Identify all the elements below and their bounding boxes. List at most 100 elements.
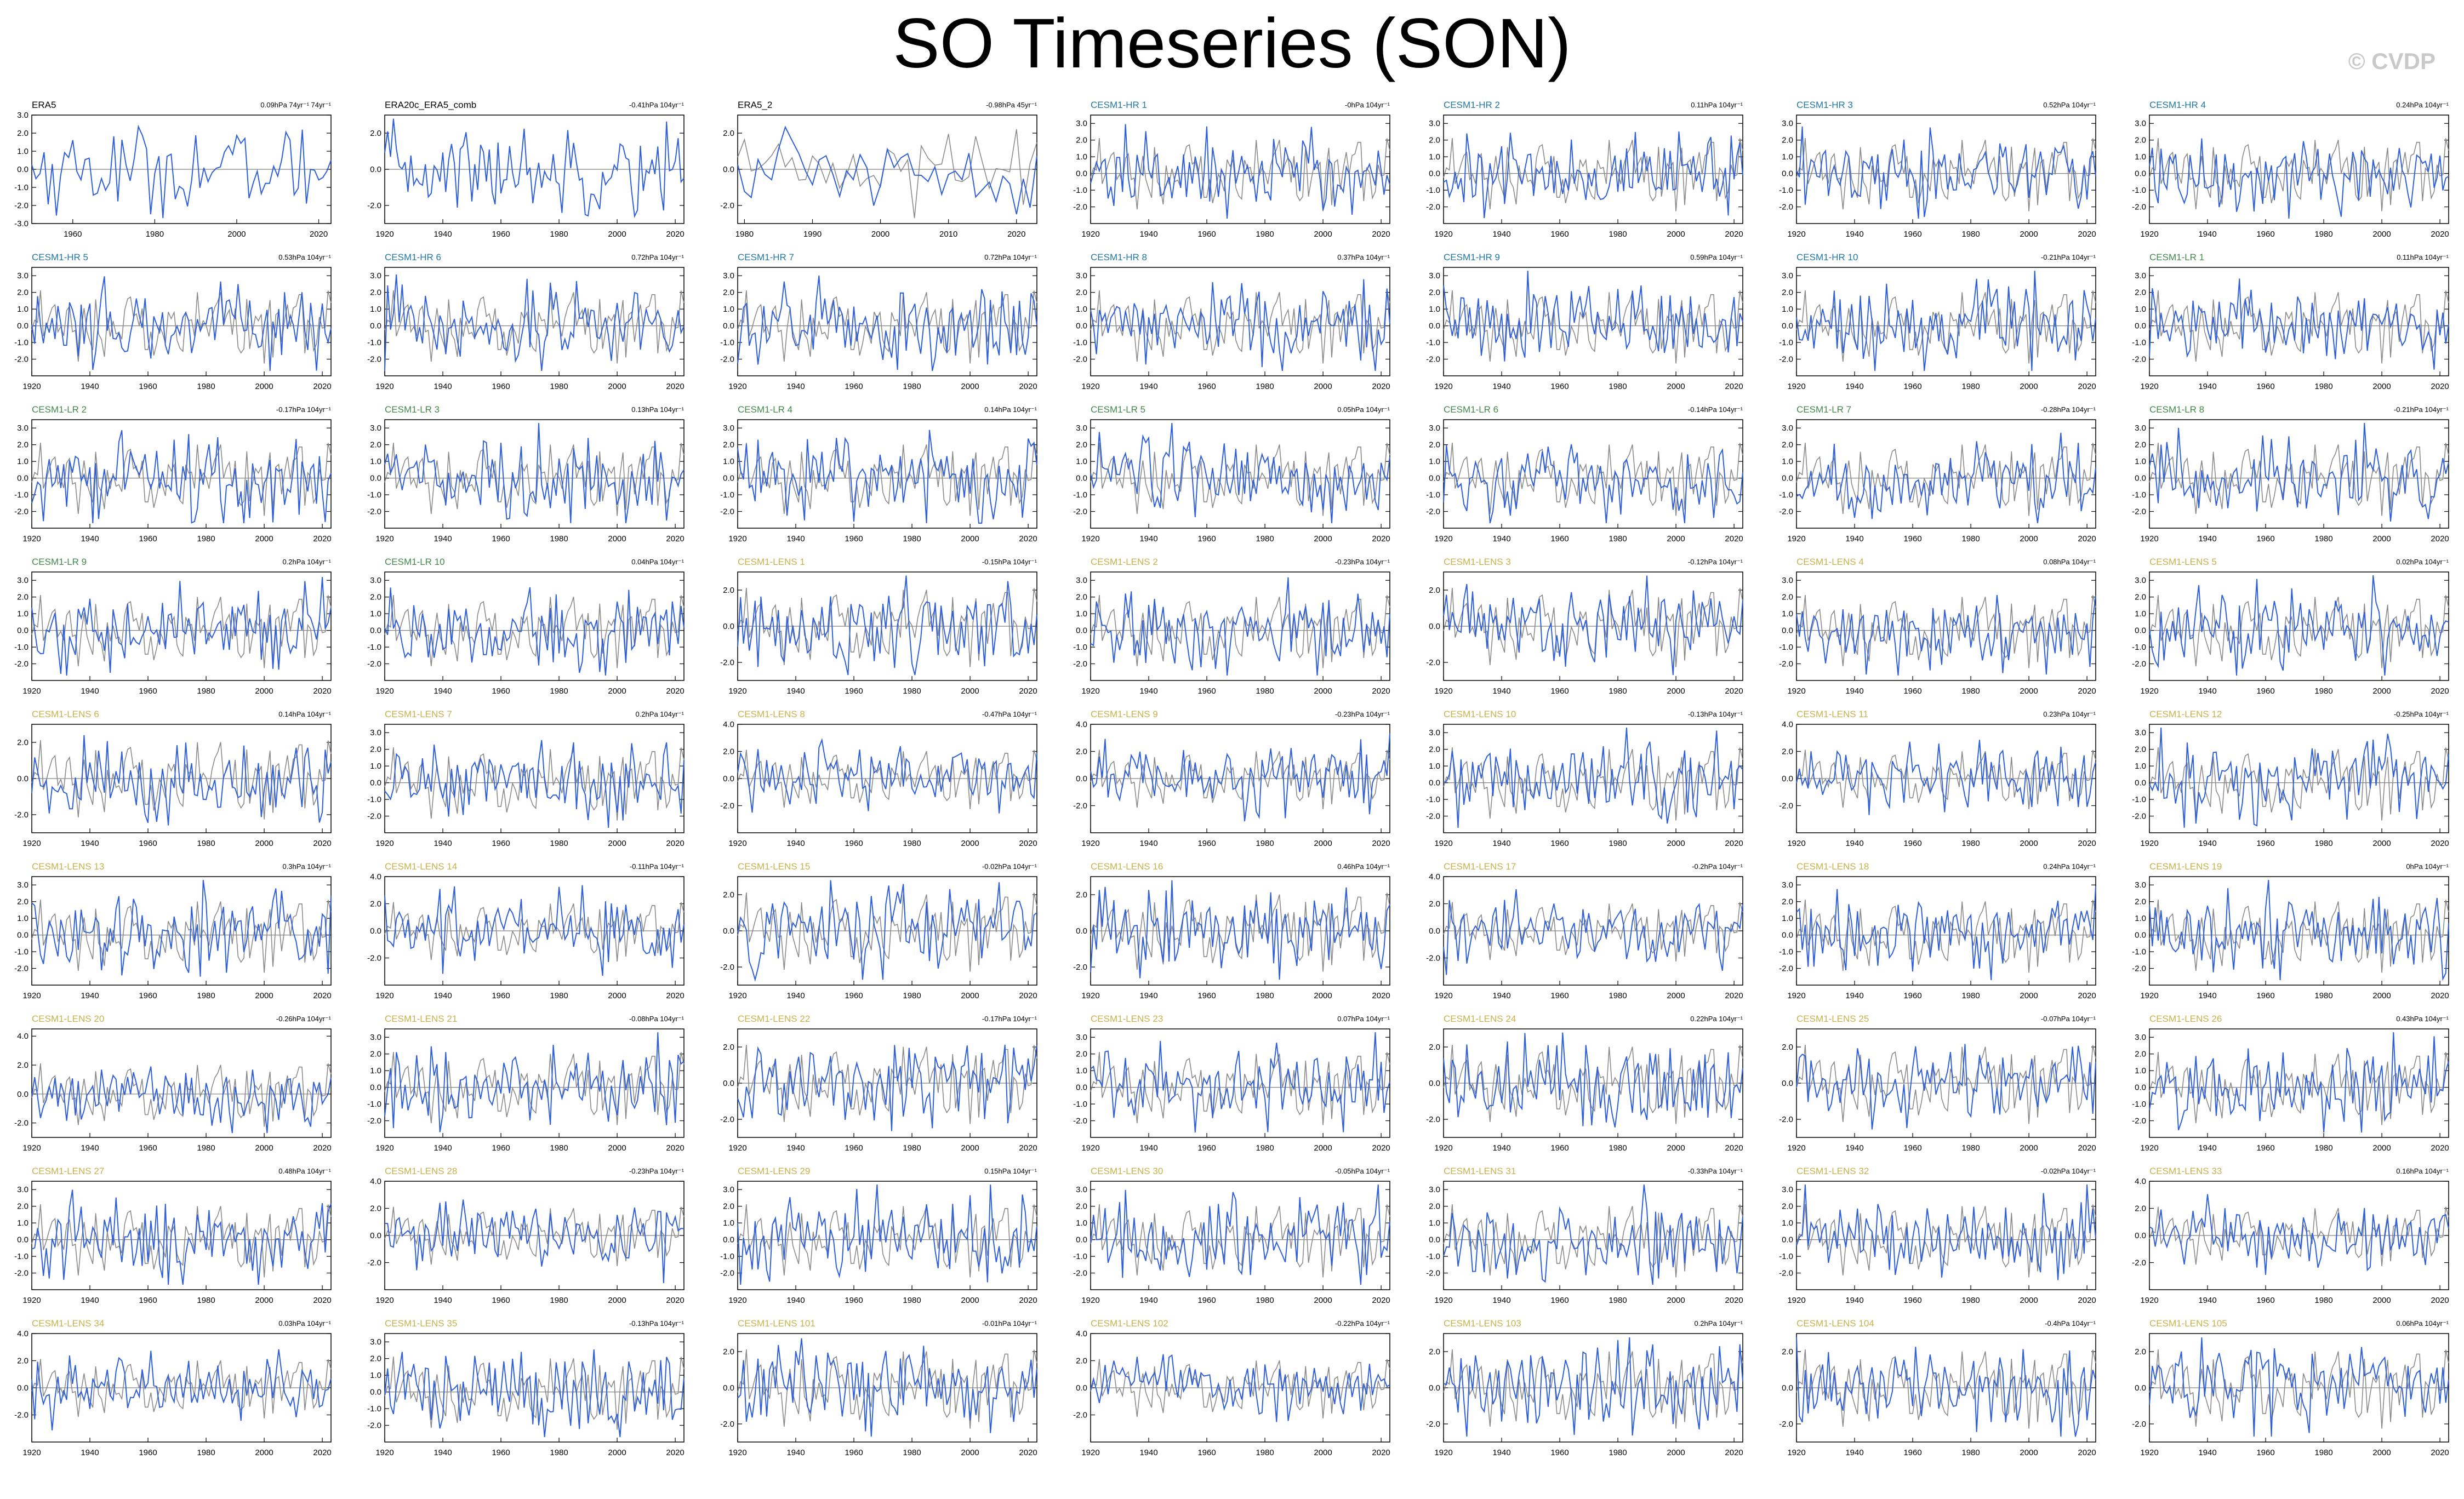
- panel-title: CESM1-LENS 10: [1444, 709, 1516, 719]
- y-tick-label: 4.0: [723, 720, 734, 729]
- x-tick-label: 1940: [1845, 230, 1863, 239]
- x-tick-label: 1920: [1081, 686, 1099, 696]
- x-tick-label: 1980: [1961, 1143, 1980, 1153]
- panel-title: CESM1-LENS 5: [2149, 557, 2217, 567]
- plot-frame: [1090, 115, 1390, 224]
- panel-title: CESM1-LENS 1: [738, 557, 805, 567]
- x-tick-label: 1920: [1081, 991, 1099, 1000]
- model-series-line: [1443, 1184, 1743, 1285]
- observed-series-line: [2149, 1349, 2449, 1429]
- y-tick-label: -2.0: [1779, 1115, 1793, 1124]
- y-tick-label: 0.0: [17, 774, 28, 783]
- y-tick-label: 3.0: [370, 576, 381, 585]
- panel-title: CESM1-LENS 18: [1796, 861, 1869, 872]
- y-tick-label: 3.0: [1429, 271, 1440, 281]
- y-tick-label: 2.0: [370, 440, 381, 450]
- y-tick-label: -2.0: [1426, 203, 1440, 212]
- y-tick-label: -2.0: [1426, 1115, 1440, 1124]
- panel-trend-label: 0.46hPa 104yr⁻¹: [1337, 862, 1390, 871]
- panel-trend-label: 0.72hPa 104yr⁻¹: [631, 253, 684, 261]
- panel-cesm1-lens-21: CESM1-LENS 21 -0.08hPa 104yr⁻¹ 3.0 2.0 1.0 0.…: [353, 1014, 691, 1163]
- panel-title: ERA5: [32, 100, 56, 110]
- x-tick-label: 2000: [2372, 1448, 2391, 1457]
- y-tick-label: 1.0: [1429, 1218, 1440, 1228]
- observed-series-line: [737, 443, 1037, 516]
- y-tick-label: 0.0: [1076, 322, 1087, 331]
- panel-plot: 3.0 2.0 1.0 0.0 -1.0 -2.0 1920 1940 1960 1980 2000…: [2132, 571, 2449, 696]
- panel-trend-label: -0.02hPa 104yr⁻¹: [2040, 1167, 2096, 1175]
- panel-cesm1-lens-31: CESM1-LENS 31 -0.33hPa 104yr⁻¹ 3.0 2.0 1.0 0.…: [1412, 1166, 1749, 1315]
- panel-trend-label: -0.41hPa 104yr⁻¹: [629, 101, 684, 109]
- panel-trend-label: 0.03hPa 104yr⁻¹: [278, 1319, 331, 1328]
- x-tick-label: 1980: [903, 382, 921, 391]
- x-tick-label: 2020: [666, 534, 684, 543]
- panel-trend-label: -0.4hPa 104yr⁻¹: [2045, 1319, 2096, 1328]
- y-tick-label: 2.0: [1076, 747, 1087, 757]
- x-tick-label: 1940: [2198, 382, 2216, 391]
- plot-frame: [1796, 876, 2096, 986]
- x-tick-label: 1960: [492, 839, 510, 848]
- x-tick-label: 1980: [2314, 686, 2332, 696]
- y-tick-label: 0.0: [370, 1231, 381, 1240]
- y-tick-label: 3.0: [723, 271, 734, 281]
- observed-series-line: [2149, 595, 2449, 668]
- observed-series-line: [737, 1204, 1037, 1278]
- y-tick-label: 0.0: [723, 165, 734, 174]
- x-tick-label: 1940: [81, 991, 99, 1000]
- x-tick-label: 1980: [550, 839, 568, 848]
- x-tick-label: 2020: [1372, 1143, 1390, 1153]
- x-tick-label: 1940: [2198, 1448, 2216, 1457]
- panel-plot: 4.0 2.0 0.0 -2.0 1920 1940 1960 1980 2000 2020: [2132, 1177, 2449, 1305]
- panel-trend-label: -0.05hPa 104yr⁻¹: [1334, 1167, 1390, 1175]
- x-tick-label: 2000: [608, 839, 626, 848]
- x-tick-label: 1960: [1903, 230, 1921, 239]
- x-tick-label: 1940: [786, 991, 805, 1000]
- x-tick-label: 1940: [786, 534, 805, 543]
- y-tick-label: 2.0: [370, 288, 381, 297]
- panel-trend-label: 0.15hPa 104yr⁻¹: [984, 1167, 1037, 1175]
- x-tick-label: 1960: [845, 382, 863, 391]
- panel-plot: 3.0 2.0 1.0 0.0 -1.0 -2.0 1920 1940 1960 1980 2000…: [1073, 419, 1390, 543]
- x-tick-label: 2020: [1725, 230, 1743, 239]
- x-tick-label: 2020: [1019, 686, 1037, 696]
- panel-plot: 3.0 2.0 1.0 0.0 -1.0 -2.0 1920 1940 1960 1980 2000…: [1073, 571, 1390, 696]
- x-tick-label: 2020: [1372, 534, 1390, 543]
- x-tick-label: 1920: [2140, 382, 2158, 391]
- x-tick-label: 1980: [1961, 686, 1980, 696]
- panel-trend-label: 0.07hPa 104yr⁻¹: [1337, 1015, 1390, 1023]
- y-tick-label: 0.0: [1782, 169, 1793, 179]
- x-tick-label: 1940: [1845, 839, 1863, 848]
- panel-plot: 4.0 2.0 0.0 -2.0 1920 1940 1960 1980 2000 2020: [1426, 872, 1743, 1000]
- y-tick-label: 3.0: [17, 1185, 28, 1194]
- x-tick-label: 1980: [1961, 230, 1980, 239]
- x-tick-label: 1980: [1961, 839, 1980, 848]
- y-tick-label: -2.0: [1426, 355, 1440, 364]
- y-tick-label: -2.0: [2132, 660, 2146, 669]
- panel-trend-label: -0.2hPa 104yr⁻¹: [1692, 862, 1743, 871]
- model-series-line: [1796, 126, 2096, 219]
- observed-series-line: [31, 740, 332, 820]
- x-tick-label: 1920: [1434, 382, 1452, 391]
- x-tick-label: 2000: [255, 1296, 273, 1305]
- panel-plot: 3.0 2.0 1.0 0.0 -1.0 -2.0 1920 1940 1960 1980 2000…: [14, 267, 332, 391]
- observed-series-line: [737, 1045, 1037, 1124]
- y-tick-label: 2.0: [2135, 745, 2146, 754]
- y-tick-label: -2.0: [2132, 1420, 2146, 1429]
- model-series-line: [384, 1199, 685, 1283]
- panel-trend-label: 0.11hPa 104yr⁻¹: [1691, 101, 1743, 109]
- panel-trend-label: 0.11hPa 104yr⁻¹: [2397, 253, 2449, 261]
- y-tick-label: -1.0: [1779, 338, 1793, 347]
- x-tick-label: 2020: [1725, 1448, 1743, 1457]
- panel-era20c-era5-comb: ERA20c_ERA5_comb -0.41hPa 104yr⁻¹ 2.0 0.0 -2…: [353, 100, 691, 249]
- y-tick-label: 2.0: [2135, 288, 2146, 297]
- x-tick-label: 1920: [728, 1296, 746, 1305]
- panel-trend-label: -0.23hPa 104yr⁻¹: [1334, 710, 1390, 718]
- panel-cesm1-lr-5: CESM1-LR 5 0.05hPa 104yr⁻¹ 3.0 2.0 1.0 0.0 -1.…: [1059, 404, 1396, 553]
- x-tick-label: 1980: [1256, 1296, 1274, 1305]
- y-tick-label: 3.0: [17, 271, 28, 281]
- y-tick-label: 1.0: [1429, 457, 1440, 466]
- panel-plot: 3.0 2.0 1.0 0.0 -1.0 -2.0 1920 1940 1960 1980 2000…: [1426, 267, 1743, 391]
- model-series-line: [1443, 889, 1743, 975]
- x-tick-label: 2000: [2020, 1296, 2038, 1305]
- panel-plot: 4.0 2.0 0.0 -2.0 1920 1940 1960 1980 2000 2020: [720, 720, 1037, 848]
